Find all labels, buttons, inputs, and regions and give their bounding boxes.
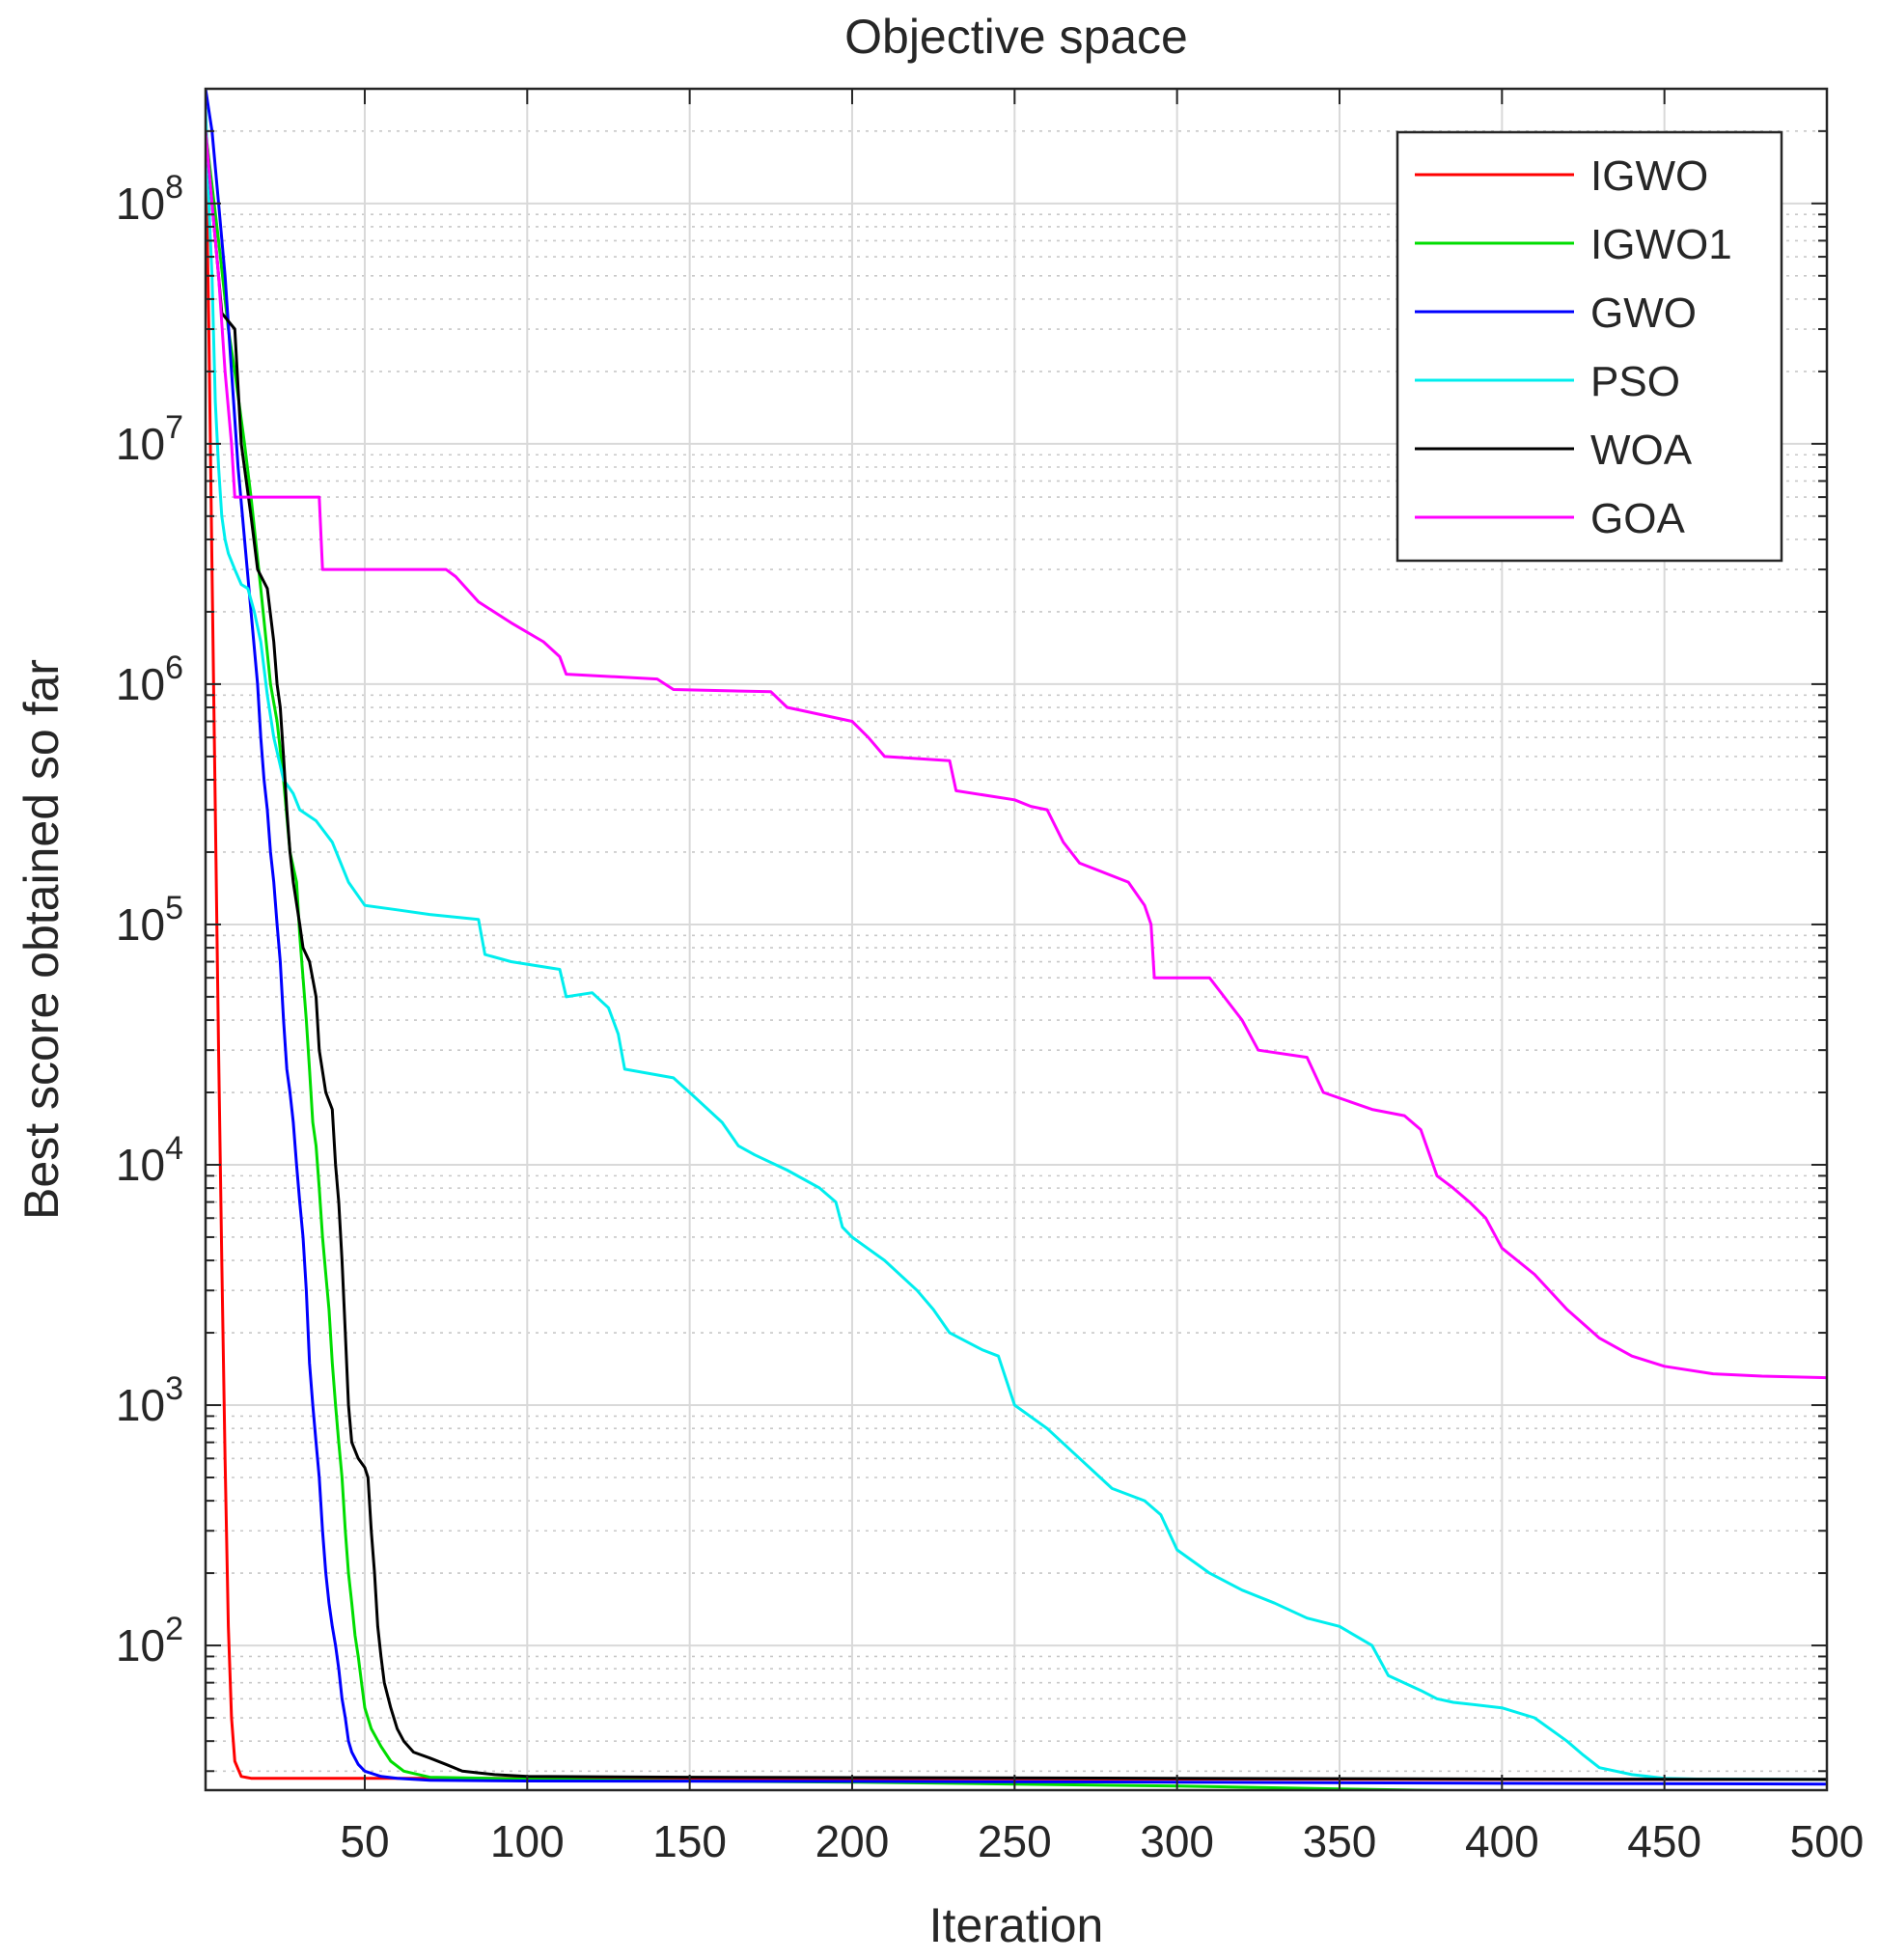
x-tick-label: 500 xyxy=(1790,1816,1865,1866)
y-tick-label: 108 xyxy=(116,169,183,229)
legend: IGWO IGWO1 GWO PSO WOA GOA xyxy=(1395,130,1783,563)
x-tick-label: 350 xyxy=(1303,1816,1377,1866)
x-tick-label: 200 xyxy=(815,1816,890,1866)
x-tick-label: 400 xyxy=(1465,1816,1539,1866)
y-axis-label: Best score obtained so far xyxy=(14,659,69,1220)
legend-label-pso: PSO xyxy=(1590,358,1680,405)
major-grid xyxy=(206,89,1828,1790)
legend-label-gwo: GWO xyxy=(1590,290,1697,337)
y-tick-label: 105 xyxy=(116,890,183,950)
chart-title: Objective space xyxy=(844,10,1188,64)
legend-label-woa: WOA xyxy=(1590,427,1693,474)
series-lines xyxy=(206,89,1827,1790)
y-tick-label: 102 xyxy=(116,1611,183,1670)
y-tick-label: 104 xyxy=(116,1130,183,1190)
y-tick-label: 107 xyxy=(116,409,183,469)
x-tick-label: 300 xyxy=(1140,1816,1214,1866)
minor-grid xyxy=(206,130,1827,1773)
x-axis-label: Iteration xyxy=(929,1898,1104,1952)
axes-box xyxy=(204,87,1829,1792)
x-tick-label: 450 xyxy=(1627,1816,1701,1866)
x-tick-label: 150 xyxy=(652,1816,727,1866)
series-line-pso xyxy=(206,107,1827,1781)
x-tick-labels: 50 100 150 200 250 300 350 400 450 500 xyxy=(340,1816,1864,1866)
legend-label-igwo: IGWO xyxy=(1590,152,1708,200)
legend-label-igwo1: IGWO1 xyxy=(1590,221,1732,268)
x-tick-label: 50 xyxy=(340,1816,389,1866)
legend-label-goa: GOA xyxy=(1590,495,1685,542)
legend-box xyxy=(1395,130,1783,563)
y-tick-label: 103 xyxy=(116,1370,183,1430)
x-tick-label: 100 xyxy=(490,1816,565,1866)
series-line-goa xyxy=(206,130,1827,1380)
y-tick-labels: 102 103 104 105 106 107 108 xyxy=(116,169,183,1670)
y-tick-label: 106 xyxy=(116,649,183,709)
series-line-woa xyxy=(206,130,1827,1781)
series-line-gwo xyxy=(206,89,1827,1786)
tick-marks xyxy=(206,89,1828,1790)
x-tick-label: 250 xyxy=(978,1816,1052,1866)
